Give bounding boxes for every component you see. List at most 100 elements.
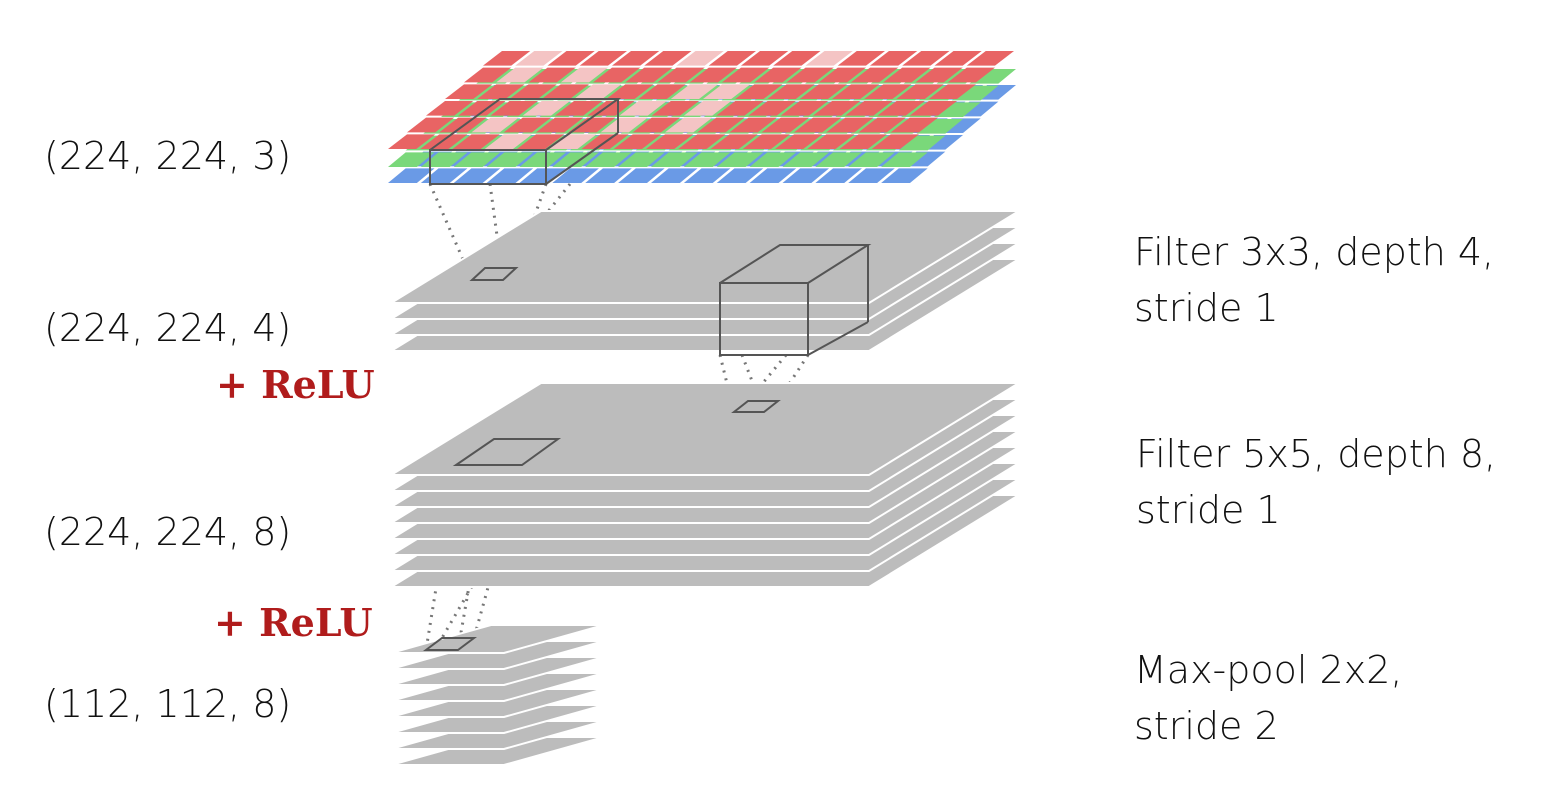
red-channel-cell	[619, 101, 667, 116]
red-channel-cell	[858, 117, 906, 133]
relu2-label: + ReLU	[214, 600, 373, 645]
blue-channel-cell	[388, 168, 435, 183]
connector-line	[428, 183, 474, 281]
red-channel-cell	[966, 51, 1014, 66]
green-channel-cell	[898, 135, 946, 151]
blue-channel-cell	[815, 168, 862, 183]
green-channel-cell	[716, 152, 764, 167]
red-channel-cell	[638, 84, 686, 99]
input-filter-edge	[545, 132, 619, 185]
pool-slab	[390, 640, 605, 670]
red-channel-cell	[560, 67, 608, 83]
red-channel-cell	[697, 117, 745, 133]
red-channel-cell	[657, 67, 705, 83]
conv2-slab	[387, 382, 1023, 476]
red-channel-cell	[606, 84, 654, 99]
red-channel-cell	[729, 117, 777, 133]
blue-channel-cell	[749, 168, 797, 183]
red-channel-cell	[826, 117, 874, 133]
red-channel-cell	[471, 117, 519, 133]
red-channel-cell	[684, 101, 732, 116]
red-channel-cell	[710, 134, 758, 149]
red-channel-cell	[600, 117, 648, 133]
red-channel-cell	[593, 67, 641, 83]
red-channel-cell	[915, 67, 963, 83]
red-channel-cell	[445, 84, 493, 99]
red-channel-cell	[871, 134, 919, 149]
red-channel-cell	[555, 101, 603, 116]
blue-channel-cell	[486, 168, 534, 183]
red-channel-cell	[870, 51, 918, 66]
red-channel-cell	[613, 134, 661, 149]
red-channel-cell	[646, 134, 694, 149]
red-channel-cell	[651, 101, 699, 116]
red-channel-cell	[568, 117, 616, 133]
conv1-operation: Filter 3x3, depth 4, stride 1	[1134, 224, 1494, 336]
conv1-operation-line2: stride 1	[1134, 286, 1279, 330]
red-channel-cell	[708, 51, 756, 66]
red-channel-cell	[670, 84, 718, 99]
red-channel-cell	[761, 117, 809, 133]
red-channel-cell	[934, 51, 982, 66]
conv1-filter-top	[719, 244, 872, 284]
red-channel-cell	[754, 67, 802, 83]
blue-channel-cell	[881, 168, 928, 183]
red-channel-cell	[839, 134, 887, 149]
red-channel-cell	[522, 101, 570, 116]
blue-channel-cell	[651, 168, 698, 183]
green-channel-cell	[683, 152, 731, 167]
green-channel-cell	[782, 152, 830, 167]
green-channel-cell	[651, 152, 698, 167]
red-channel-cell	[813, 101, 861, 116]
red-channel-cell	[536, 117, 584, 133]
red-channel-cell	[832, 84, 880, 99]
pool-slab	[390, 736, 605, 766]
red-channel-cell	[515, 51, 563, 66]
red-channel-cell	[574, 84, 622, 99]
green-channel-cell	[916, 119, 963, 134]
red-channel-cell	[794, 117, 842, 133]
red-channel-cell	[407, 117, 455, 133]
red-channel-cell	[484, 134, 532, 149]
green-channel-cell	[519, 152, 567, 167]
blue-channel-cell	[552, 168, 599, 183]
red-channel-cell	[902, 51, 950, 66]
red-channel-cell	[735, 84, 783, 99]
green-channel-cell	[453, 152, 501, 167]
red-channel-cell	[703, 84, 751, 99]
pool-operation: Max-pool 2x2, stride 2	[1134, 642, 1402, 754]
red-channel-cell	[748, 101, 796, 116]
green-channel-cell	[815, 152, 862, 167]
red-channel-cell	[528, 67, 576, 83]
red-channel-cell	[818, 67, 866, 83]
red-channel-cell	[388, 134, 436, 149]
green-channel-cell	[486, 152, 534, 167]
blue-channel-cell	[519, 168, 567, 183]
green-channel-cell	[749, 152, 797, 167]
input-filter-top	[429, 98, 622, 151]
green-channel-cell	[848, 152, 895, 167]
red-channel-cell	[786, 67, 834, 83]
red-channel-cell	[496, 67, 544, 83]
red-channel-cell	[851, 67, 899, 83]
pool-operation-line1: Max-pool 2x2,	[1134, 648, 1403, 692]
red-channel-cell	[837, 51, 885, 66]
red-channel-cell	[547, 51, 595, 66]
red-channel-cell	[464, 67, 512, 83]
input-shape-label: (224, 224, 3)	[44, 134, 292, 178]
pool-slab	[390, 656, 605, 686]
pool-slab	[390, 688, 605, 718]
red-channel-cell	[426, 101, 474, 116]
red-channel-cell	[541, 84, 589, 99]
conv2-operation: Filter 5x5, depth 8, stride 1	[1136, 426, 1496, 538]
conv2-filter-patch	[452, 438, 562, 466]
red-channel-cell	[612, 51, 660, 66]
red-channel-cell	[477, 84, 525, 99]
red-channel-cell	[490, 101, 538, 116]
blue-channel-cell	[782, 168, 830, 183]
blue-channel-cell	[453, 168, 501, 183]
red-channel-cell	[773, 51, 821, 66]
red-channel-cell	[807, 134, 855, 149]
red-channel-cell	[644, 51, 692, 66]
